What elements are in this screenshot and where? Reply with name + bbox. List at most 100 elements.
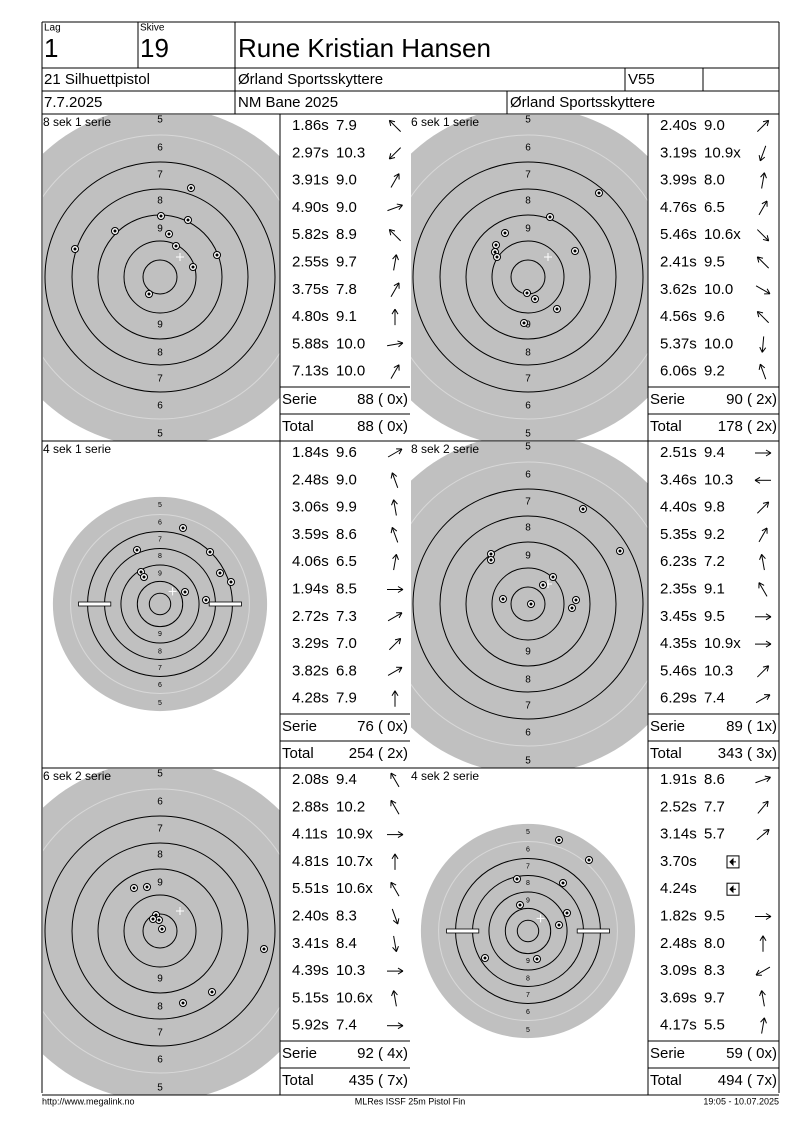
shot-time: 3.59s bbox=[292, 526, 329, 543]
arrow-head bbox=[762, 501, 770, 508]
shot-hole-center bbox=[151, 917, 155, 921]
direction-arrow bbox=[387, 203, 403, 212]
direction-arrow bbox=[760, 1017, 767, 1034]
direction-arrow bbox=[756, 229, 770, 242]
ring-label: 5 bbox=[525, 115, 531, 126]
shot-score: 8.9 bbox=[336, 226, 357, 243]
shot-hole-center bbox=[551, 575, 555, 579]
target: 5 5 6 6 7 7 8 8 9 9 bbox=[420, 823, 636, 1039]
shot-score: 6.5 bbox=[336, 553, 357, 570]
shot-score: 9.5 bbox=[704, 608, 725, 625]
arrow-shaft bbox=[387, 448, 403, 458]
ring-label: 5 bbox=[157, 769, 163, 780]
ring-label: 9 bbox=[158, 631, 162, 638]
direction-arrow bbox=[756, 256, 770, 269]
shot-time: 4.24s bbox=[660, 880, 697, 897]
arrow-shaft bbox=[393, 254, 397, 271]
arrow-shaft bbox=[387, 666, 403, 676]
serie-label: Serie bbox=[282, 1045, 317, 1062]
shot-hole-center bbox=[147, 292, 151, 296]
direction-arrow bbox=[758, 200, 768, 216]
ring-label: 7 bbox=[157, 374, 163, 385]
arrow-head bbox=[758, 154, 766, 162]
shot-time: 2.40s bbox=[292, 907, 329, 924]
shot-score: 9.4 bbox=[336, 771, 357, 788]
arrow-head bbox=[758, 363, 766, 371]
shot-time: 7.13s bbox=[292, 363, 329, 380]
ring-label: 5 bbox=[158, 502, 162, 509]
ring-label: 6 bbox=[525, 401, 531, 412]
shot-time: 1.91s bbox=[660, 771, 697, 788]
total-sum: 435 ( 7x) bbox=[349, 1072, 408, 1089]
direction-arrow bbox=[756, 665, 770, 678]
shot-time: 5.92s bbox=[292, 1017, 329, 1034]
shot-score: 10.0 bbox=[704, 281, 733, 298]
shot-time: 5.46s bbox=[660, 226, 697, 243]
ring-label: 6 bbox=[526, 1009, 530, 1016]
ring-label: 7 bbox=[525, 170, 531, 181]
shot-hole-center bbox=[501, 597, 505, 601]
shot-hole-center bbox=[229, 580, 233, 584]
direction-arrow bbox=[391, 690, 399, 707]
ring-label: 7 bbox=[158, 537, 162, 544]
arrow-head bbox=[761, 200, 768, 207]
target-face bbox=[43, 115, 280, 441]
arrow-head bbox=[397, 967, 404, 975]
shot-score: 7.9 bbox=[336, 690, 357, 707]
direction-arrow bbox=[759, 336, 767, 353]
direction-arrow bbox=[387, 1022, 404, 1030]
shot-hole-center bbox=[191, 265, 195, 269]
shot-hole-center bbox=[493, 250, 497, 254]
shot-score: 9.9 bbox=[336, 499, 357, 516]
ring bbox=[465, 214, 591, 340]
arrow-shaft bbox=[756, 501, 770, 514]
direction-arrow bbox=[390, 881, 400, 897]
marker-bar bbox=[78, 601, 112, 607]
direction-arrow bbox=[391, 308, 399, 326]
shot-score: 9.6 bbox=[704, 308, 725, 325]
series-title: 4 sek 2 serie bbox=[411, 769, 479, 783]
series-title: 4 sek 1 serie bbox=[43, 442, 111, 456]
total-sum: 178 ( 2x) bbox=[718, 418, 777, 435]
arrow-head bbox=[396, 448, 403, 455]
shot-time: 3.99s bbox=[660, 172, 697, 189]
arrow-shaft bbox=[390, 772, 400, 788]
shot-score: 7.3 bbox=[336, 608, 357, 625]
direction-arrow bbox=[758, 527, 768, 543]
shot-score: 10.3 bbox=[704, 662, 733, 679]
shot-score: 9.0 bbox=[336, 471, 357, 488]
arrow-shaft bbox=[761, 172, 765, 189]
ring-label: 9 bbox=[525, 224, 531, 235]
footer-timestamp: 19:05 - 10.07.2025 bbox=[703, 1096, 779, 1106]
arrow-shaft bbox=[390, 364, 400, 379]
direction-arrow bbox=[390, 472, 399, 488]
arrow-head bbox=[756, 310, 764, 318]
shot-hole-center bbox=[548, 215, 552, 219]
shot-time: 2.48s bbox=[660, 935, 697, 952]
shot-hole-center bbox=[218, 571, 222, 575]
ring-label: 6 bbox=[157, 797, 163, 808]
ring bbox=[488, 891, 568, 971]
ring-label: 5 bbox=[526, 1027, 530, 1034]
series-title: 8 sek 2 serie bbox=[411, 442, 479, 456]
ring-label: 7 bbox=[526, 864, 530, 871]
shot-hole-center bbox=[581, 507, 585, 511]
direction-arrow bbox=[392, 254, 399, 271]
total-sum: 494 ( 7x) bbox=[718, 1072, 777, 1089]
direction-arrow bbox=[391, 853, 399, 870]
arrow-shaft bbox=[758, 527, 768, 543]
series-title: 6 sek 1 serie bbox=[411, 115, 479, 129]
direction-arrow bbox=[391, 908, 400, 925]
ring-label: 9 bbox=[157, 224, 163, 235]
arrow-head bbox=[758, 582, 765, 589]
direction-arrow bbox=[391, 990, 398, 1007]
shot-score: 8.6 bbox=[704, 771, 725, 788]
ring bbox=[142, 259, 178, 295]
ring bbox=[439, 515, 617, 693]
direction-arrow bbox=[759, 990, 766, 1007]
shot-time: 4.80s bbox=[292, 308, 329, 325]
target-face bbox=[420, 823, 636, 1039]
direction-arrow bbox=[387, 612, 403, 622]
shot-time: 6.29s bbox=[660, 690, 697, 707]
serie-label: Serie bbox=[650, 1045, 685, 1062]
